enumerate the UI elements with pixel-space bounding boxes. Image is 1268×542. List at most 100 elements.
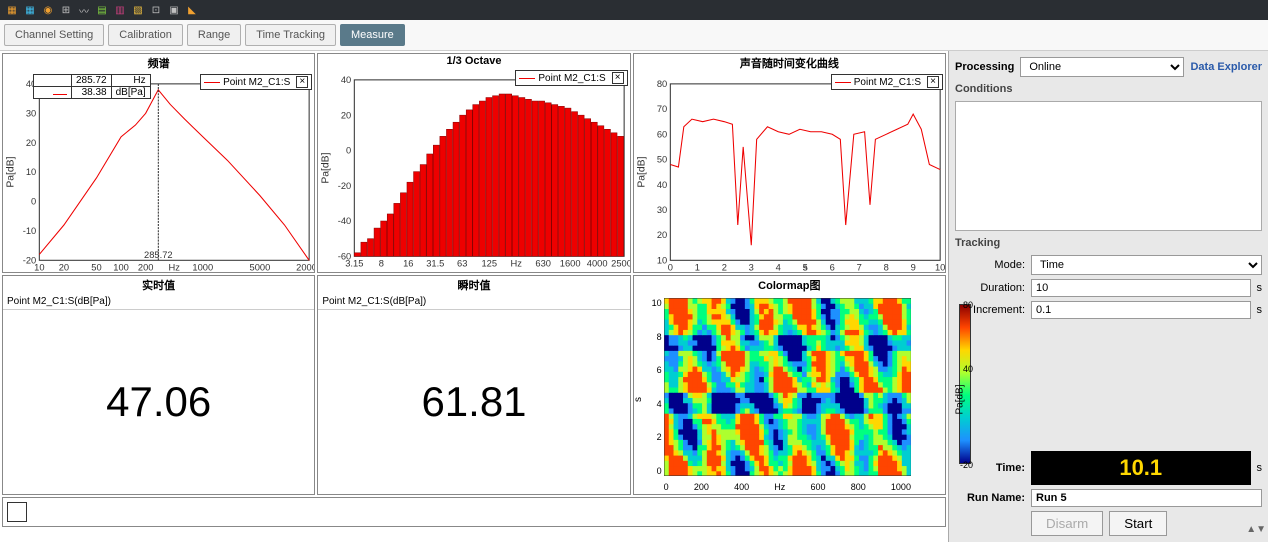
conditions-box[interactable] xyxy=(955,101,1262,231)
toolbar-icon[interactable]: ⊞ xyxy=(58,2,74,18)
toolbar-icon[interactable]: ◣ xyxy=(184,2,200,18)
processing-select[interactable]: Online xyxy=(1020,57,1184,77)
svg-text:10: 10 xyxy=(935,263,945,273)
svg-text:Pa[dB]: Pa[dB] xyxy=(636,156,647,187)
svg-text:s: s xyxy=(803,263,808,273)
sidebar: Processing Online Data Explorer Conditio… xyxy=(948,51,1268,542)
svg-text:25000: 25000 xyxy=(611,259,629,269)
spectrum-title: 频谱 xyxy=(3,54,314,72)
tracking-label: Tracking xyxy=(955,235,1262,251)
tab-channel-setting[interactable]: Channel Setting xyxy=(4,24,104,46)
svg-text:31.5: 31.5 xyxy=(427,259,445,269)
close-icon[interactable]: × xyxy=(927,76,939,88)
svg-text:285.72: 285.72 xyxy=(144,250,173,260)
svg-text:100: 100 xyxy=(113,263,129,273)
instant-title: 瞬时值 xyxy=(318,276,629,294)
svg-text:9: 9 xyxy=(910,263,915,273)
svg-text:4000: 4000 xyxy=(587,259,608,269)
svg-text:16: 16 xyxy=(403,259,413,269)
close-icon[interactable]: × xyxy=(612,72,624,84)
svg-text:4: 4 xyxy=(775,263,780,273)
cursor-readout: 285.72Hz 38.38dB[Pa] xyxy=(33,74,151,99)
svg-text:20: 20 xyxy=(656,230,666,240)
svg-text:7: 7 xyxy=(856,263,861,273)
svg-text:125: 125 xyxy=(482,259,498,269)
svg-text:80: 80 xyxy=(656,79,666,89)
tabs: Channel Setting Calibration Range Time T… xyxy=(0,20,1268,51)
svg-text:Hz: Hz xyxy=(169,263,181,273)
svg-text:-40: -40 xyxy=(338,216,351,226)
data-explorer-link[interactable]: Data Explorer xyxy=(1190,61,1262,73)
status-bar: ▲▼ xyxy=(2,497,946,527)
svg-text:Hz: Hz xyxy=(511,259,523,269)
realtime-header: Point M2_C1:S(dB[Pa]) xyxy=(3,294,314,310)
conditions-label: Conditions xyxy=(955,81,1262,97)
toolbar-icon[interactable]: ▣ xyxy=(166,2,182,18)
instant-header: Point M2_C1:S(dB[Pa]) xyxy=(318,294,629,310)
svg-text:0: 0 xyxy=(31,197,36,207)
svg-text:-20: -20 xyxy=(338,181,351,191)
duration-input[interactable] xyxy=(1031,279,1251,297)
increment-input[interactable] xyxy=(1031,301,1251,319)
svg-text:40: 40 xyxy=(341,75,351,85)
svg-text:Pa[dB]: Pa[dB] xyxy=(5,156,16,187)
realtime-value: 47.06 xyxy=(3,310,314,494)
toolbar: ▦ ▦ ◉ ⊞ 〰 ▤ ▥ ▧ ⊡ ▣ ◣ xyxy=(0,0,1268,20)
close-icon[interactable]: × xyxy=(296,76,308,88)
svg-text:Pa[dB]: Pa[dB] xyxy=(321,152,332,183)
svg-text:63: 63 xyxy=(457,259,467,269)
spectrum-panel: 频谱 285.72Hz 38.38dB[Pa] Point M2_C1:S × … xyxy=(2,53,315,273)
svg-text:-10: -10 xyxy=(23,226,36,236)
svg-text:0: 0 xyxy=(346,146,351,156)
timecurve-title: 声音随时间变化曲线 xyxy=(634,54,945,72)
toolbar-icon[interactable]: ◉ xyxy=(40,2,56,18)
toolbar-icon[interactable]: ▧ xyxy=(130,2,146,18)
toolbar-icon[interactable]: ▤ xyxy=(94,2,110,18)
svg-text:10: 10 xyxy=(26,167,36,177)
tab-measure[interactable]: Measure xyxy=(340,24,405,46)
svg-text:630: 630 xyxy=(536,259,552,269)
octave-panel: 1/3 Octave Point M2_C1:S × -60-40-200204… xyxy=(317,53,630,273)
timecurve-legend: Point M2_C1:S × xyxy=(831,74,943,90)
svg-text:20000: 20000 xyxy=(296,263,314,273)
start-button[interactable]: Start xyxy=(1109,511,1167,536)
toolbar-icon[interactable]: 〰 xyxy=(76,2,92,18)
instant-panel: 瞬时值 Point M2_C1:S(dB[Pa]) 61.81 xyxy=(317,275,630,495)
octave-legend: Point M2_C1:S × xyxy=(515,70,627,86)
svg-text:1600: 1600 xyxy=(560,259,581,269)
spectrum-legend: Point M2_C1:S × xyxy=(200,74,312,90)
runname-label: Run Name: xyxy=(955,492,1025,504)
runname-input[interactable] xyxy=(1031,489,1262,507)
svg-text:8: 8 xyxy=(883,263,888,273)
toolbar-icon[interactable]: ▥ xyxy=(112,2,128,18)
svg-text:1: 1 xyxy=(694,263,699,273)
realtime-title: 实时值 xyxy=(3,276,314,294)
svg-text:10: 10 xyxy=(656,255,666,265)
realtime-panel: 实时值 Point M2_C1:S(dB[Pa]) 47.06 xyxy=(2,275,315,495)
tab-calibration[interactable]: Calibration xyxy=(108,24,183,46)
duration-label: Duration: xyxy=(955,282,1025,294)
mode-label: Mode: xyxy=(955,259,1025,271)
mode-select[interactable]: Time xyxy=(1031,255,1262,275)
timecurve-panel: 声音随时间变化曲线 Point M2_C1:S × 10203040506070… xyxy=(633,53,946,273)
svg-text:40: 40 xyxy=(656,180,666,190)
svg-text:1000: 1000 xyxy=(192,263,213,273)
toolbar-icon[interactable]: ▦ xyxy=(22,2,38,18)
disarm-button[interactable]: Disarm xyxy=(1031,511,1103,536)
scroll-indicator[interactable]: ▲▼ xyxy=(1246,524,1266,535)
svg-text:3: 3 xyxy=(748,263,753,273)
svg-text:30: 30 xyxy=(656,205,666,215)
svg-text:50: 50 xyxy=(91,263,101,273)
svg-text:20: 20 xyxy=(59,263,69,273)
tab-time-tracking[interactable]: Time Tracking xyxy=(245,24,336,46)
toolbar-icon[interactable]: ⊡ xyxy=(148,2,164,18)
svg-text:60: 60 xyxy=(656,129,666,139)
tab-range[interactable]: Range xyxy=(187,24,241,46)
svg-text:3.15: 3.15 xyxy=(346,259,364,269)
octave-title: 1/3 Octave xyxy=(318,54,629,68)
svg-text:5000: 5000 xyxy=(250,263,271,273)
colormap-title: Colormap图 xyxy=(634,276,945,294)
svg-text:200: 200 xyxy=(138,263,154,273)
toolbar-icon[interactable]: ▦ xyxy=(4,2,20,18)
svg-text:20: 20 xyxy=(341,110,351,120)
